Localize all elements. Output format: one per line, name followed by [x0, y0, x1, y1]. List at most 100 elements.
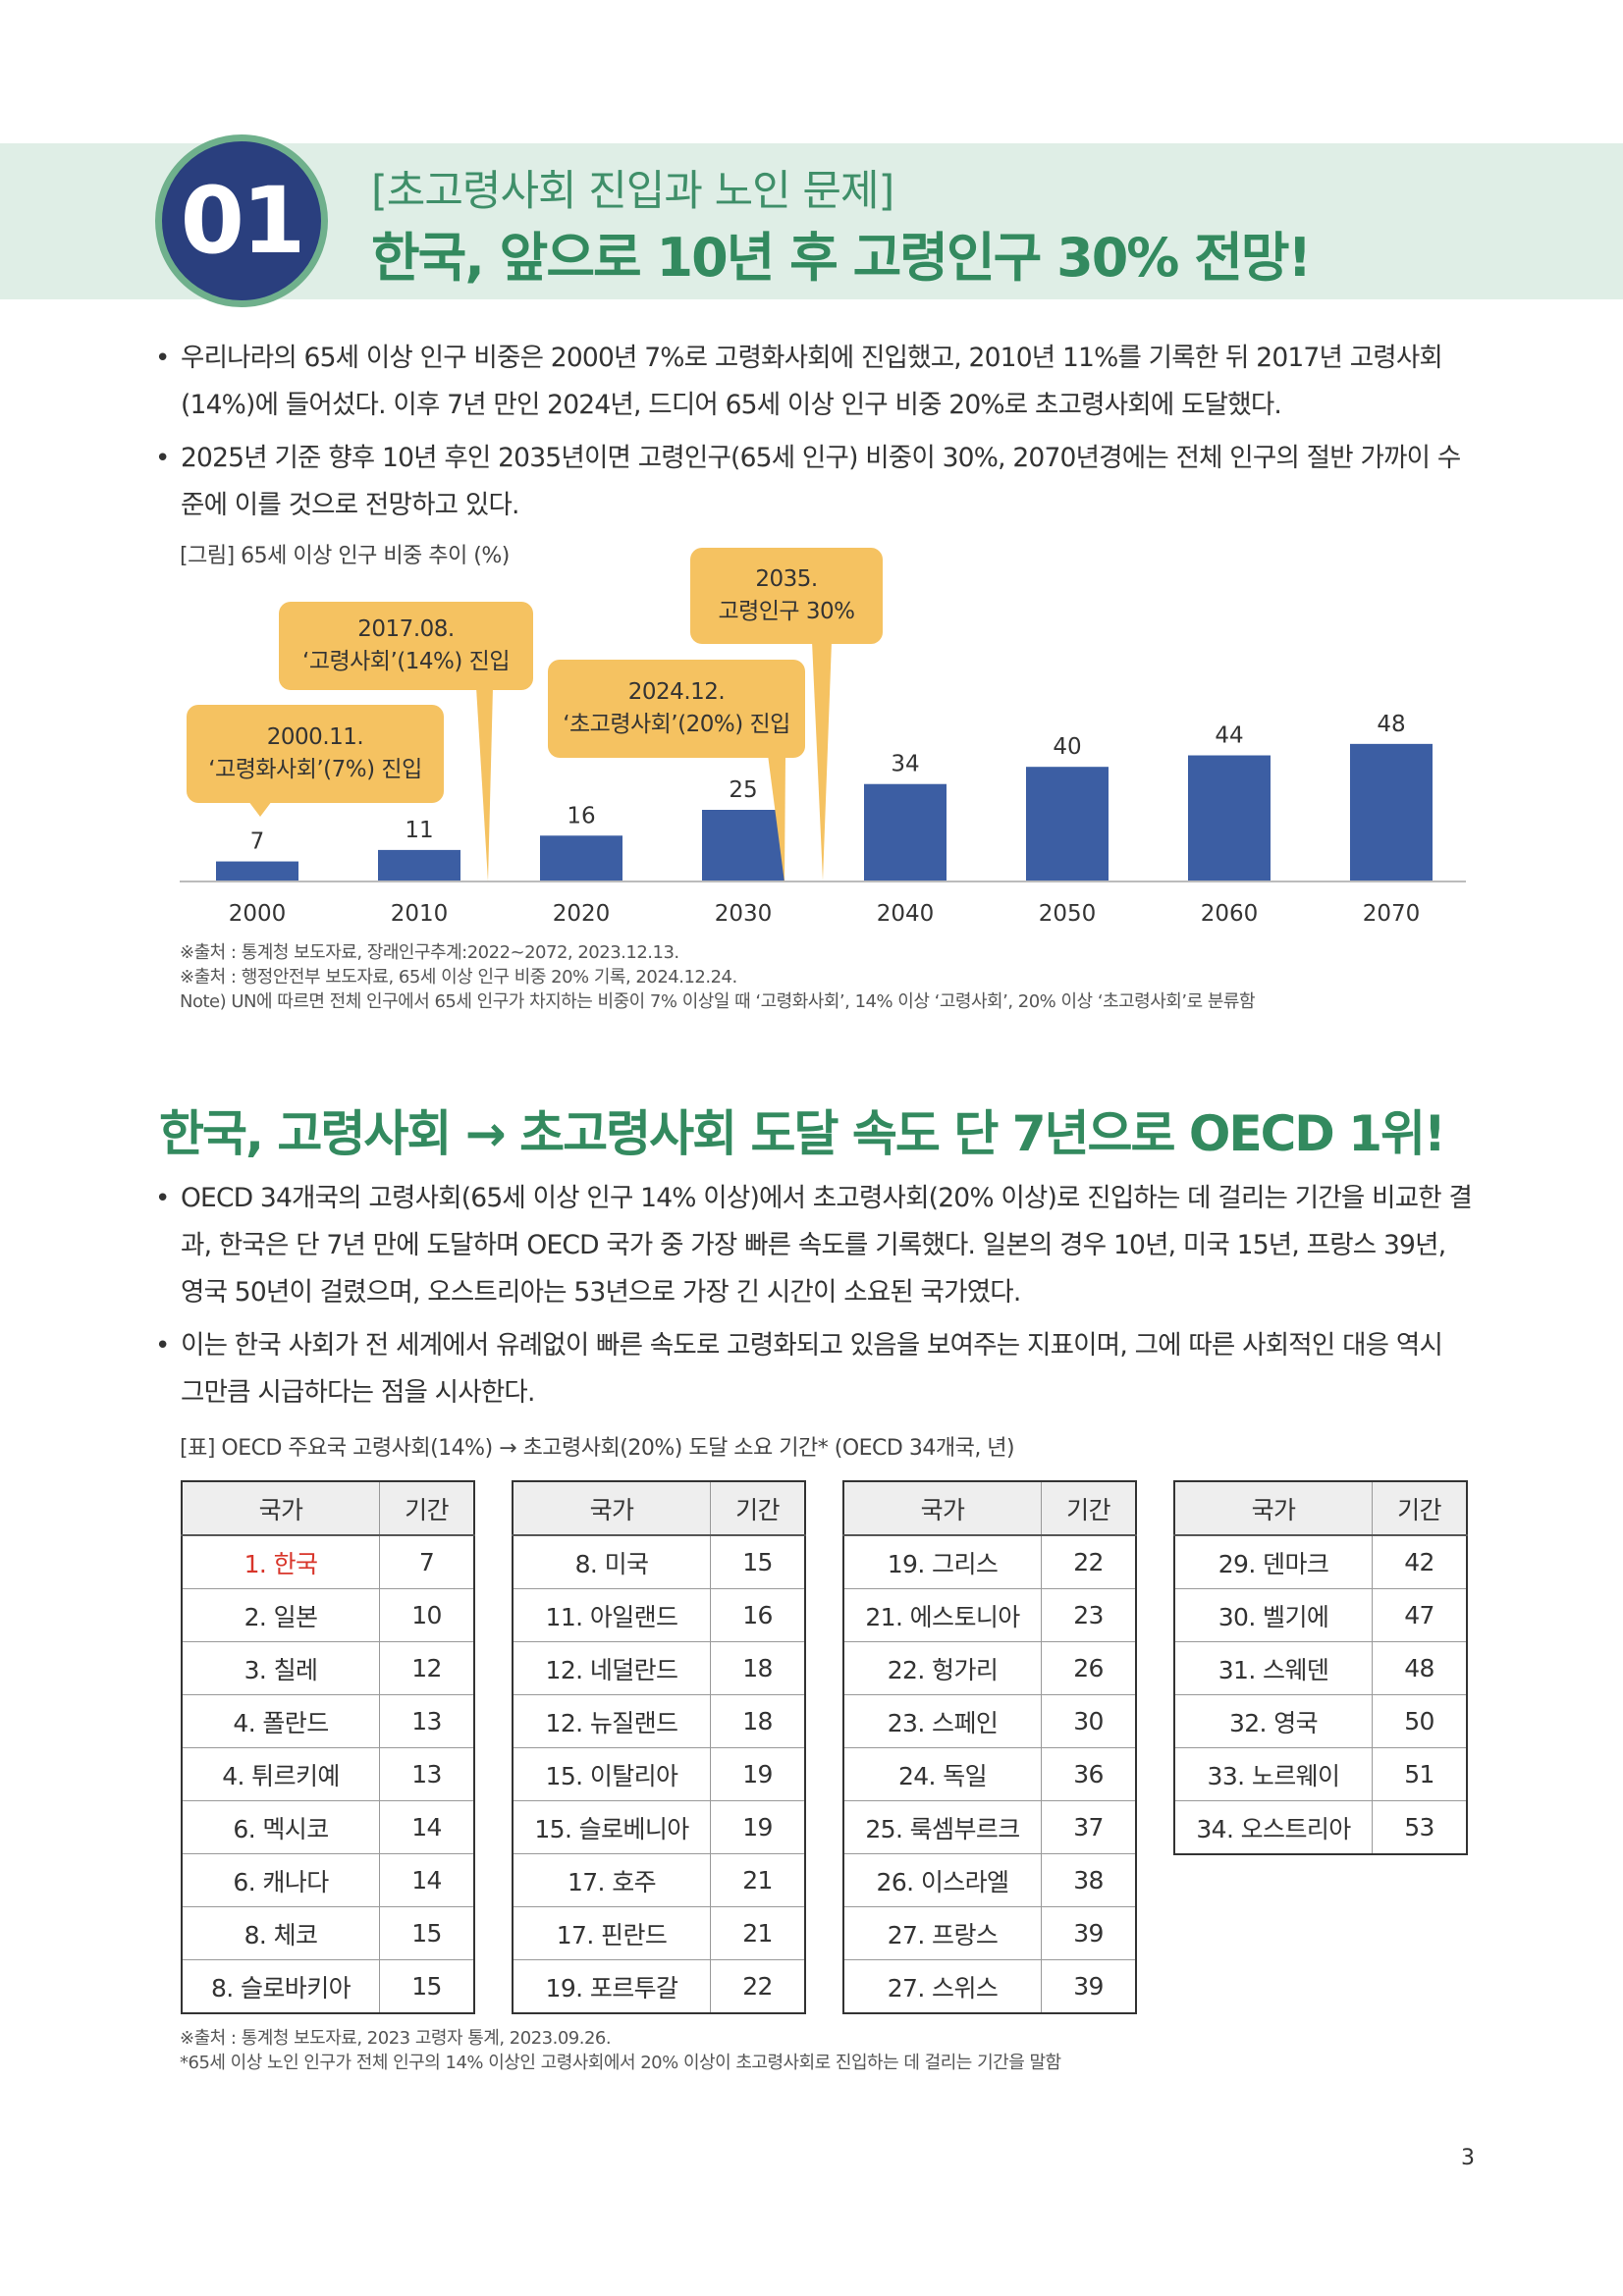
oecd-table-1: 국가 기간 1. 한국 7 2. 일본 10 3. 칠레 12 4. 폴란드 13 4. 튀르키예 1…	[181, 1480, 475, 2014]
elderly-population-bar-chart: 7 2000 11 2010 16 2020 25 2030 34 2040 40 2050 44 206…	[180, 712, 1466, 927]
x-tick-2050: 2050	[1039, 901, 1097, 927]
callout-text: 고령인구 30%	[718, 599, 855, 624]
bullet-item: 우리나라의 65세 이상 인구 비중은 2000년 7%로 고령화사회에 진입했…	[155, 335, 1473, 429]
callout-date: 2035.	[755, 566, 818, 592]
table-row: 15. 이탈리아 19	[512, 1747, 806, 1801]
table-row: 17. 호주 21	[512, 1853, 806, 1907]
data-label-2040: 34	[891, 752, 919, 777]
note-line: *65세 이상 노인 인구가 전체 인구의 14% 이상인 고령사회에서 20%…	[180, 2053, 1061, 2073]
country-cell: 15. 이탈리아	[512, 1747, 711, 1801]
callout-2017: 2017.08. ‘고령사회’(14%) 진입	[279, 602, 533, 690]
table-row: 12. 뉴질랜드 18	[512, 1694, 806, 1748]
table-row: 19. 포르투갈 22	[512, 1959, 806, 2014]
table-row: 15. 슬로베니아 19	[512, 1800, 806, 1854]
table-row: 2. 일본 10	[181, 1588, 475, 1642]
table-row: 11. 아일랜드 16	[512, 1588, 806, 1642]
data-label-2010: 11	[405, 818, 433, 843]
callout-text: ‘초고령사회’(20%) 진입	[563, 712, 790, 737]
note-line: ※출처 : 통계청 보도자료, 장래인구추계:2022~2072, 2023.1…	[180, 942, 679, 963]
country-cell: 31. 스웨덴	[1173, 1641, 1373, 1695]
data-label-2000: 7	[250, 829, 265, 855]
bullet-item: OECD 34개국의 고령사회(65세 이상 인구 14% 이상)에서 초고령사…	[155, 1175, 1473, 1316]
table-header-row: 국가 기간	[512, 1480, 806, 1536]
table-row: 8. 슬로바키아 15	[181, 1959, 475, 2014]
callout-2000: 2000.11. ‘고령화사회’(7%) 진입	[187, 705, 444, 803]
country-cell: 27. 스위스	[842, 1959, 1042, 2014]
callout-date: 2024.12.	[627, 679, 726, 705]
callout-2035: 2035. 고령인구 30%	[690, 548, 883, 644]
country-cell: 26. 이스라엘	[842, 1853, 1042, 1907]
country-cell: 19. 그리스	[842, 1534, 1042, 1589]
country-cell: 22. 헝가리	[842, 1641, 1042, 1695]
table-row: 24. 독일 36	[842, 1747, 1137, 1801]
table-row: 17. 핀란드 21	[512, 1906, 806, 1960]
table-row: 4. 튀르키예 13	[181, 1747, 475, 1801]
period-cell: 19	[710, 1800, 806, 1854]
bar-2040	[864, 783, 947, 881]
bar-2030	[702, 810, 784, 881]
period-cell: 21	[710, 1906, 806, 1960]
period-cell: 42	[1372, 1534, 1468, 1589]
callout-text: ‘고령화사회’(7%) 진입	[208, 757, 422, 782]
country-cell: 4. 튀르키예	[181, 1747, 380, 1801]
section-number-badge: 01	[155, 134, 328, 307]
table-row: 6. 캐나다 14	[181, 1853, 475, 1907]
callout-pointer	[248, 801, 272, 817]
callout-date: 2017.08.	[357, 616, 455, 642]
period-cell: 12	[379, 1641, 475, 1695]
callout-pointer	[476, 687, 493, 881]
country-cell: 27. 프랑스	[842, 1906, 1042, 1960]
x-tick-2030: 2030	[715, 901, 773, 927]
country-cell: 4. 폴란드	[181, 1694, 380, 1748]
section2-bullets: OECD 34개국의 고령사회(65세 이상 인구 14% 이상)에서 초고령사…	[155, 1175, 1473, 1422]
table-row: 4. 폴란드 13	[181, 1694, 475, 1748]
country-cell: 29. 덴마크	[1173, 1534, 1373, 1589]
country-cell: 19. 포르투갈	[512, 1959, 711, 2014]
period-cell: 15	[379, 1906, 475, 1960]
period-cell: 39	[1041, 1959, 1137, 2014]
period-header: 기간	[1041, 1480, 1137, 1536]
table-header-row: 국가 기간	[1173, 1480, 1468, 1536]
bar-2050	[1026, 767, 1109, 881]
table-row: 22. 헝가리 26	[842, 1641, 1137, 1695]
data-label-2030: 25	[729, 777, 757, 803]
period-cell: 22	[710, 1959, 806, 2014]
period-cell: 53	[1372, 1800, 1468, 1855]
table-row: 31. 스웨덴 48	[1173, 1641, 1468, 1695]
note-line: ※출처 : 행정안전부 보도자료, 65세 이상 인구 비중 20% 기록, 2…	[180, 967, 737, 988]
table-notes: ※출처 : 통계청 보도자료, 2023 고령자 통계, 2023.09.26.…	[180, 2026, 1061, 2075]
country-cell: 12. 뉴질랜드	[512, 1694, 711, 1748]
country-cell: 15. 슬로베니아	[512, 1800, 711, 1854]
period-cell: 48	[1372, 1641, 1468, 1695]
period-cell: 13	[379, 1694, 475, 1748]
figure-caption: [그림] 65세 이상 인구 비중 추이 (%)	[180, 544, 510, 568]
period-header: 기간	[1372, 1480, 1468, 1536]
figure-notes: ※출처 : 통계청 보도자료, 장래인구추계:2022~2072, 2023.1…	[180, 940, 1256, 1014]
country-cell: 12. 네덜란드	[512, 1641, 711, 1695]
page-number: 3	[1461, 2146, 1475, 2170]
x-tick-2000: 2000	[229, 901, 287, 927]
table-row: 25. 룩셈부르크 37	[842, 1800, 1137, 1854]
period-cell: 13	[379, 1747, 475, 1801]
country-cell: 30. 벨기에	[1173, 1588, 1373, 1642]
table-caption: [표] OECD 주요국 고령사회(14%) → 초고령사회(20%) 도달 소…	[180, 1436, 1015, 1461]
country-cell: 8. 미국	[512, 1534, 711, 1589]
section-title: 한국, 앞으로 10년 후 고령인구 30% 전망!	[371, 227, 1312, 289]
bar-2070	[1350, 743, 1433, 881]
data-label-2070: 48	[1377, 712, 1405, 737]
period-header: 기간	[379, 1480, 475, 1536]
table-row: 8. 미국 15	[512, 1534, 806, 1589]
x-tick-2010: 2010	[391, 901, 449, 927]
data-label-2050: 40	[1053, 734, 1081, 760]
bar-2010	[378, 849, 460, 881]
country-cell: 24. 독일	[842, 1747, 1042, 1801]
table-row: 34. 오스트리아 53	[1173, 1800, 1468, 1855]
country-cell: 17. 호주	[512, 1853, 711, 1907]
table-header-row: 국가 기간	[842, 1480, 1137, 1536]
table-row: 27. 프랑스 39	[842, 1906, 1137, 1960]
table-row: 27. 스위스 39	[842, 1959, 1137, 2014]
period-cell: 19	[710, 1747, 806, 1801]
country-cell: 3. 칠레	[181, 1641, 380, 1695]
period-cell: 38	[1041, 1853, 1137, 1907]
callout-2024: 2024.12. ‘초고령사회’(20%) 진입	[548, 660, 805, 758]
